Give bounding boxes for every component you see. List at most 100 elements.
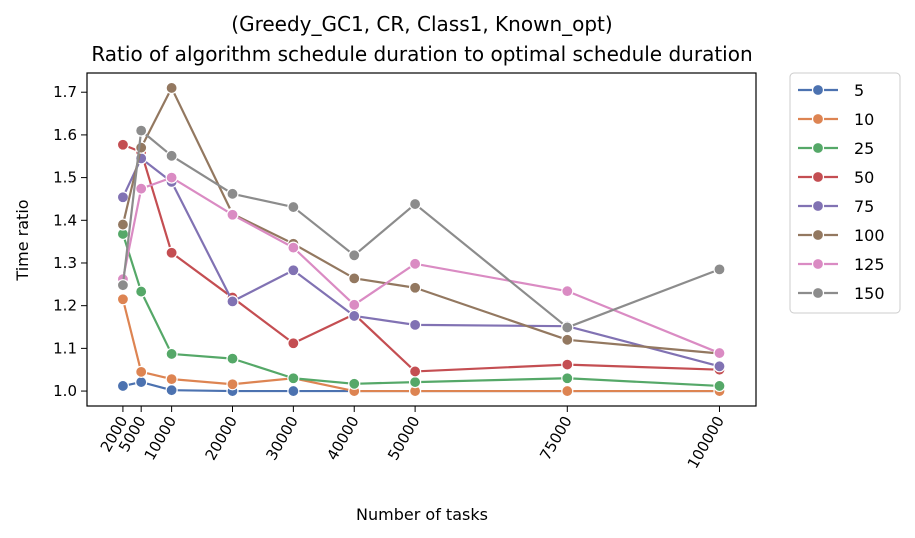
data-point — [165, 347, 178, 361]
data-point — [348, 377, 361, 390]
series-75 — [116, 152, 726, 373]
legend-marker — [811, 199, 825, 213]
data-point — [135, 285, 148, 298]
data-point — [165, 373, 178, 386]
data-point — [116, 191, 130, 204]
plot-series — [116, 81, 726, 398]
data-point — [165, 81, 178, 95]
x-tick-label: 75000 — [536, 413, 575, 463]
data-point — [135, 375, 148, 389]
y-tick-label: 1.5 — [53, 169, 77, 187]
legend-label: 125 — [854, 255, 885, 274]
data-point — [226, 187, 239, 200]
y-tick-label: 1.4 — [53, 211, 77, 229]
data-point — [287, 337, 300, 350]
data-point — [226, 208, 239, 221]
data-point — [561, 372, 574, 385]
y-tick-label: 1.7 — [53, 83, 77, 101]
data-point — [561, 321, 574, 334]
data-point — [135, 365, 148, 378]
data-point — [561, 358, 574, 371]
series-line — [121, 86, 720, 355]
legend-label: 25 — [854, 139, 874, 158]
data-point — [348, 309, 361, 323]
series-line — [121, 157, 720, 368]
data-point — [561, 333, 574, 346]
data-point — [287, 384, 300, 398]
chart-subtitle: Ratio of algorithm schedule duration to … — [91, 42, 752, 66]
data-point — [409, 257, 422, 270]
series-line — [121, 129, 720, 329]
data-point — [713, 379, 726, 393]
legend-entry-10: 10 — [798, 110, 874, 129]
data-point — [409, 365, 422, 378]
series-150 — [116, 124, 726, 334]
data-point — [135, 141, 148, 154]
chart-title: (Greedy_GC1, CR, Class1, Known_opt) — [231, 12, 612, 36]
data-point — [226, 378, 239, 391]
series-5 — [116, 375, 726, 398]
data-point — [116, 379, 130, 393]
data-point — [409, 197, 422, 211]
data-point — [287, 200, 300, 214]
legend-marker — [811, 141, 825, 155]
series-line — [122, 143, 720, 373]
data-point — [287, 372, 300, 385]
legend-marker — [811, 257, 825, 271]
data-point — [287, 241, 300, 254]
legend-entry-25: 25 — [798, 139, 874, 158]
x-axis-label: Number of tasks — [356, 505, 488, 524]
legend-marker — [811, 228, 825, 242]
data-point — [409, 375, 422, 389]
y-axis-label: Time ratio — [13, 199, 32, 281]
legend-marker — [811, 286, 825, 300]
y-tick-label: 1.3 — [53, 254, 77, 272]
y-axis: 1.0 1.1 1.2 1.3 1.4 1.5 1.6 1.7 — [53, 83, 87, 400]
data-point — [713, 346, 726, 360]
legend-entry-5: 5 — [798, 81, 864, 100]
data-point — [165, 246, 178, 259]
y-tick-label: 1.2 — [53, 297, 77, 315]
legend-label: 10 — [854, 110, 874, 129]
data-point — [713, 360, 726, 373]
legend-entry-125: 125 — [798, 255, 885, 274]
data-point — [116, 218, 130, 231]
y-tick-label: 1.0 — [53, 382, 77, 400]
legend-label: 75 — [854, 197, 874, 216]
plot-frame — [86, 72, 757, 407]
data-point — [165, 384, 178, 397]
data-point — [116, 279, 130, 292]
x-tick-label: 40000 — [323, 413, 362, 463]
data-point — [135, 124, 148, 137]
data-point — [348, 298, 361, 311]
legend-frame — [789, 72, 901, 314]
data-point — [165, 171, 178, 184]
series-line — [121, 233, 720, 388]
data-point — [165, 149, 178, 162]
y-tick-label: 1.1 — [53, 339, 77, 357]
series-125 — [116, 171, 726, 360]
data-point — [348, 249, 361, 262]
legend-marker — [811, 112, 825, 126]
data-point — [226, 295, 239, 308]
data-point — [561, 384, 574, 398]
data-point — [135, 182, 148, 195]
legend-label: 5 — [854, 81, 864, 100]
data-point — [226, 352, 239, 365]
legend-entry-100: 100 — [798, 226, 885, 245]
legend-entry-50: 50 — [798, 168, 874, 187]
legend-marker — [811, 170, 825, 184]
data-point — [713, 263, 726, 276]
x-tick-label: 30000 — [262, 413, 301, 463]
legend-marker — [811, 83, 825, 97]
data-point — [348, 272, 361, 285]
data-point — [116, 138, 130, 151]
legend: 5 10 25 50 75 100 125 150 — [789, 72, 901, 314]
x-tick-label: 20000 — [202, 413, 241, 463]
series-50 — [116, 138, 726, 378]
legend-entry-150: 150 — [798, 284, 885, 303]
legend-label: 50 — [854, 168, 874, 187]
series-25 — [116, 227, 726, 393]
data-point — [116, 293, 130, 306]
